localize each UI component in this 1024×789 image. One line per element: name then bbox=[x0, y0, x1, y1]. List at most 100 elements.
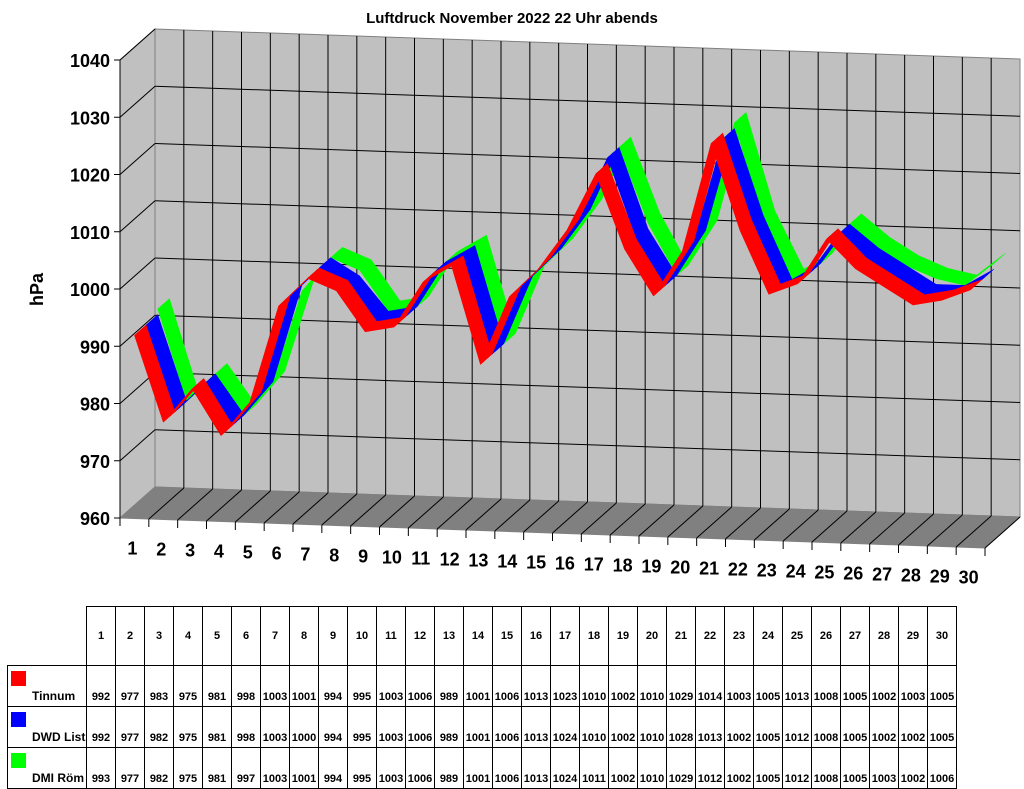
table-cell: 1002 bbox=[608, 665, 638, 707]
table-cell: 981 bbox=[202, 747, 232, 789]
table-cell: 1003 bbox=[260, 747, 290, 789]
series-ribbon-dmi-röm bbox=[157, 111, 1006, 416]
table-cell: 975 bbox=[173, 747, 203, 789]
table-header-row: 1 2 3 4 5 6 7 8 9 10 11 12 13 14 15 16 17 18 19 20 21 22 23 24 2… bbox=[8, 606, 957, 666]
table-cell: 1005 bbox=[753, 747, 783, 789]
table-cell: 1029 bbox=[666, 665, 696, 707]
table-cell: 1003 bbox=[724, 665, 754, 707]
table-cell: 997 bbox=[231, 747, 261, 789]
y-tick-label: 1040 bbox=[70, 51, 110, 71]
table-cell: 992 bbox=[86, 665, 116, 707]
x-tick-label: 3 bbox=[185, 541, 195, 561]
table-cell: 1011 bbox=[579, 747, 609, 789]
table-column-header: 1 bbox=[86, 606, 116, 666]
table-cell: 1006 bbox=[405, 747, 435, 789]
table-column-header: 18 bbox=[579, 606, 609, 666]
table-column-header: 2 bbox=[115, 606, 145, 666]
table-cell: 975 bbox=[173, 665, 203, 707]
table-cell: 1023 bbox=[550, 665, 580, 707]
data-table: 1 2 3 4 5 6 7 8 9 10 11 12 13 14 15 16 17 18 19 20 21 22 23 24 2… bbox=[7, 606, 957, 789]
y-tick-label: 980 bbox=[80, 395, 110, 415]
chart-title: Luftdruck November 2022 22 Uhr abends bbox=[366, 10, 658, 27]
x-tick-label: 29 bbox=[930, 567, 950, 587]
legend-label: DWD List bbox=[32, 730, 86, 744]
table-cell: 1013 bbox=[521, 747, 551, 789]
table-cell: 977 bbox=[115, 665, 145, 707]
x-tick-label: 27 bbox=[872, 565, 892, 585]
table-cell: 1005 bbox=[753, 706, 783, 748]
table-cell: 1024 bbox=[550, 706, 580, 748]
x-tick-label: 1 bbox=[127, 539, 137, 559]
legend-label: DMI Röm bbox=[32, 771, 84, 785]
table-cell: 981 bbox=[202, 665, 232, 707]
table-cell: 1001 bbox=[463, 747, 493, 789]
table-cell: 1002 bbox=[869, 706, 899, 748]
table-cell: 1010 bbox=[579, 706, 609, 748]
table-cell: 995 bbox=[347, 747, 377, 789]
x-tick-label: 22 bbox=[728, 560, 748, 580]
table-cell: 1013 bbox=[695, 706, 725, 748]
x-tick-label: 4 bbox=[214, 542, 224, 562]
table-column-header: 19 bbox=[608, 606, 638, 666]
table-cell: 981 bbox=[202, 706, 232, 748]
table-column-header: 7 bbox=[260, 606, 290, 666]
table-cell: 1006 bbox=[927, 747, 957, 789]
chart-walls bbox=[118, 27, 1022, 549]
table-row: DMI Röm 993 977 982 975 981 997 1003 1001 994 995 1… bbox=[7, 747, 957, 789]
table-column-header: 15 bbox=[492, 606, 522, 666]
table-cell: 989 bbox=[434, 747, 464, 789]
x-axis-ticks: 1 2 3 4 5 6 7 8 9 10 11 12 13 14 15 16 17 18 19 20 21 22 23 24 2… bbox=[119, 518, 986, 588]
table-column-header: 28 bbox=[869, 606, 899, 666]
table-cell: 1008 bbox=[811, 665, 841, 707]
legend-entry: Tinnum bbox=[7, 665, 87, 707]
table-column-header: 29 bbox=[898, 606, 928, 666]
legend-entry: DMI Röm bbox=[7, 747, 87, 789]
table-cell: 1002 bbox=[608, 706, 638, 748]
table-column-header: 21 bbox=[666, 606, 696, 666]
table-cell: 1010 bbox=[637, 706, 667, 748]
x-tick-label: 21 bbox=[699, 559, 719, 579]
legend-entry: DWD List bbox=[7, 706, 87, 748]
table-cell: 994 bbox=[318, 706, 348, 748]
table-cell: 1003 bbox=[260, 706, 290, 748]
table-cell: 994 bbox=[318, 747, 348, 789]
table-column-header: 27 bbox=[840, 606, 870, 666]
x-tick-label: 13 bbox=[468, 551, 488, 571]
table-cell: 1006 bbox=[492, 706, 522, 748]
table-cell: 1002 bbox=[898, 747, 928, 789]
table-cell: 1002 bbox=[869, 665, 899, 707]
legend-label: Tinnum bbox=[32, 689, 76, 703]
table-cell: 1001 bbox=[463, 706, 493, 748]
x-tick-label: 6 bbox=[272, 544, 282, 564]
table-cell: 1006 bbox=[405, 706, 435, 748]
table-column-header: 24 bbox=[753, 606, 783, 666]
table-cell: 1008 bbox=[811, 706, 841, 748]
x-tick-label: 23 bbox=[757, 561, 777, 581]
table-cell: 992 bbox=[86, 706, 116, 748]
table-column-header: 5 bbox=[202, 606, 232, 666]
table-cell: 1013 bbox=[521, 706, 551, 748]
table-column-header: 20 bbox=[637, 606, 667, 666]
table-cell: 989 bbox=[434, 665, 464, 707]
x-tick-label: 16 bbox=[555, 554, 575, 574]
table-cell: 983 bbox=[144, 665, 174, 707]
legend-swatch-icon bbox=[11, 712, 26, 727]
x-tick-label: 8 bbox=[329, 546, 339, 566]
table-cell: 1002 bbox=[898, 706, 928, 748]
table-cell: 1028 bbox=[666, 706, 696, 748]
y-tick-label: 1030 bbox=[70, 108, 110, 128]
y-axis-ticks: 960 970 980 990 1000 1010 1020 1030 1040 bbox=[70, 51, 121, 529]
table-cell: 1006 bbox=[492, 665, 522, 707]
y-tick-label: 1010 bbox=[70, 223, 110, 243]
x-tick-label: 2 bbox=[156, 540, 166, 560]
table-cell: 1005 bbox=[840, 747, 870, 789]
table-cell: 1014 bbox=[695, 665, 725, 707]
table-cell: 1005 bbox=[753, 665, 783, 707]
table-cell: 982 bbox=[144, 747, 174, 789]
table-column-header: 12 bbox=[405, 606, 435, 666]
table-cell: 1010 bbox=[579, 665, 609, 707]
series-ribbon-tinnum bbox=[134, 132, 983, 437]
table-row: Tinnum 992 977 983 975 981 998 1003 1001 994 995 10… bbox=[7, 665, 957, 707]
table-cell: 1010 bbox=[637, 665, 667, 707]
x-tick-label: 7 bbox=[300, 545, 310, 565]
